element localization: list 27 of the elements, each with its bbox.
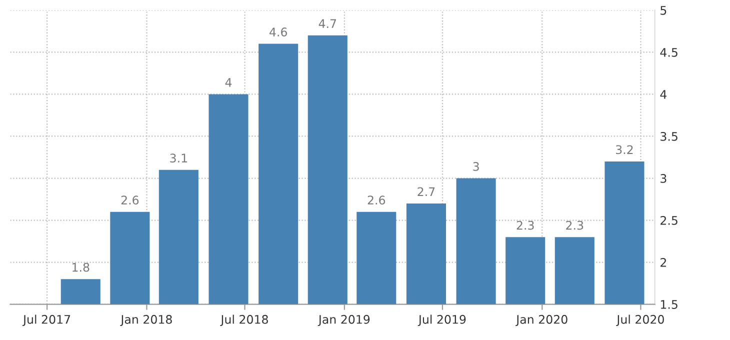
y-tick-label: 2 [660, 258, 666, 267]
x-tick-label: Jul 2019 [418, 314, 466, 326]
data-label: 3.1 [170, 154, 187, 163]
data-label: 2.3 [516, 220, 534, 230]
y-tick-label: 2.5 [660, 216, 678, 225]
data-label: 2.6 [121, 196, 139, 205]
y-tick-label: 3.5 [660, 132, 678, 141]
y-tick-label: 5 [660, 6, 666, 15]
y-tick-label: 3 [660, 174, 666, 183]
x-tick-label: Jul 2017 [22, 314, 70, 326]
x-tick-label: Jul 2018 [220, 314, 268, 326]
data-label: 2.3 [566, 220, 584, 230]
x-tick-label: Jan 2019 [318, 314, 370, 326]
x-tick-label: Jan 2020 [516, 314, 568, 326]
y-tick-label: 4 [660, 90, 667, 99]
x-tick-label: Jul 2020 [616, 314, 664, 326]
y-tick-label: 4.5 [660, 48, 678, 57]
data-label: 3 [473, 162, 479, 171]
data-label: 3.2 [616, 145, 633, 154]
data-label: 4.6 [270, 28, 287, 36]
data-label: 2.6 [368, 196, 386, 205]
y-tick-label: 1.5 [660, 300, 678, 309]
data-label: 2.7 [418, 187, 435, 196]
data-label: 1.8 [72, 262, 90, 272]
data-label: 4.7 [318, 19, 336, 28]
data-label: 4 [225, 78, 232, 87]
x-tick-label: Jan 2018 [120, 314, 172, 326]
